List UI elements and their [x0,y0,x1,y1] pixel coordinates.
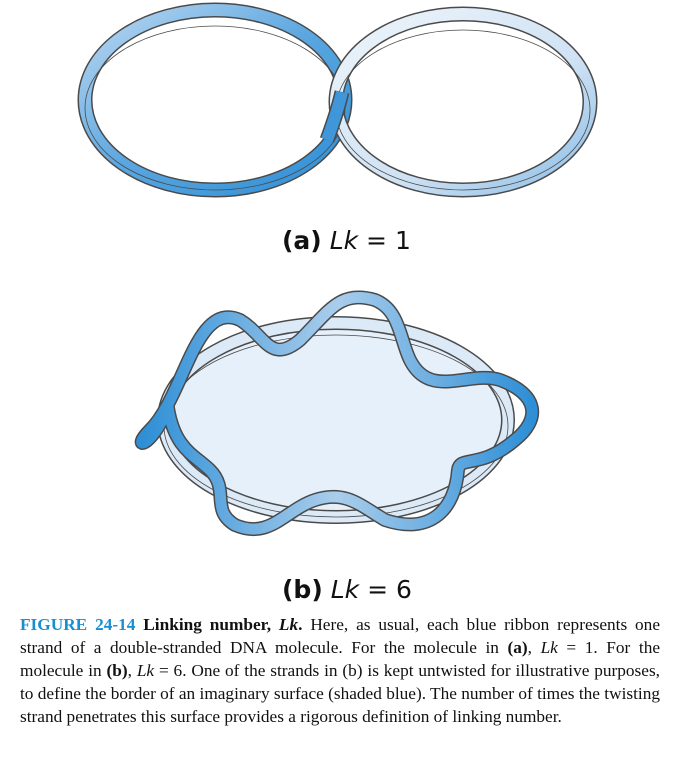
panel-a-label: (a) Lk = 1 [282,226,411,255]
panel-a-value: 1 [394,226,411,255]
figure-number: FIGURE 24-14 [20,615,136,634]
caption-lk-2: Lk [136,661,155,680]
right-ring [328,6,598,198]
caption-text-2: = 1. For the molecule in [20,638,661,680]
panel-b-label: (b) Lk = 6 [282,575,412,604]
caption-text-1: Here, as usual, each blue ribbon represe… [20,615,660,657]
panel-a-lk-var: Lk [329,226,359,255]
caption-title-suffix: . [298,615,303,634]
linking-number-figure [77,2,598,537]
panel-b-letter: (b) [282,575,323,604]
twisting-strand [134,290,540,537]
panel-b-diagram [134,290,540,537]
caption-title-prefix: Linking number, [143,615,279,634]
figure-caption: FIGURE 24-14 Linking number, Lk. Here, a… [20,613,660,728]
caption-title-var: Lk [278,615,299,634]
caption-ref-a: (a) [507,638,528,657]
panel-a-diagram [77,2,598,198]
caption-title: Linking number, Lk. [143,615,302,634]
caption-ref-b: (b) [106,661,128,680]
panel-b-equals: = [367,575,389,604]
panel-b-value: 6 [395,575,412,604]
caption-sep-a: , [527,638,541,657]
panel-b-lk-var: Lk [330,575,360,604]
panel-a-equals: = [366,226,387,255]
caption-lk-1: Lk [540,638,558,657]
caption-text-3: = 6. One of the strands in (b) is kept u… [20,661,660,726]
panel-a-letter: (a) [282,226,322,255]
caption-sep-b: , [127,661,137,680]
left-ring [77,2,353,198]
